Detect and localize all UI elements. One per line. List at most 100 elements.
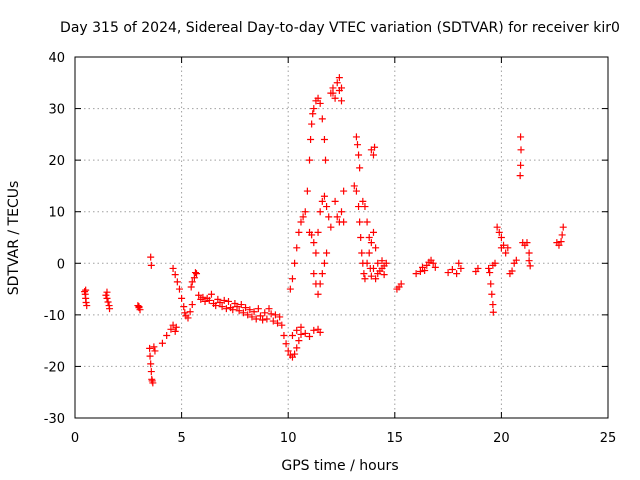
data-point: [318, 115, 326, 123]
data-point: [186, 308, 194, 316]
data-point: [367, 272, 375, 280]
data-point: [356, 164, 364, 172]
data-point: [180, 303, 188, 311]
data-point: [150, 343, 158, 351]
data-point: [301, 329, 309, 337]
data-point: [195, 291, 203, 299]
data-point: [487, 280, 495, 288]
data-point: [429, 259, 437, 267]
data-point: [312, 249, 320, 257]
data-point: [314, 228, 322, 236]
data-point: [284, 347, 292, 355]
data-point: [329, 89, 337, 97]
data-point: [306, 156, 314, 164]
data-point: [172, 323, 180, 331]
x-tick-label: 5: [177, 431, 185, 446]
data-point: [310, 239, 318, 247]
data-point: [297, 330, 305, 338]
data-point: [489, 308, 497, 316]
data-point: [340, 218, 348, 226]
data-point: [453, 270, 461, 278]
data-point: [502, 249, 510, 257]
chart-title: Day 315 of 2024, Sidereal Day-to-day VTE…: [60, 20, 620, 36]
data-point: [557, 238, 565, 246]
data-point: [508, 267, 516, 275]
data-point: [147, 261, 155, 269]
data-point: [367, 239, 375, 247]
data-point: [333, 213, 341, 221]
data-point: [171, 327, 179, 335]
data-point: [525, 249, 533, 257]
data-point: [474, 264, 482, 272]
data-point: [338, 208, 345, 216]
data-point: [199, 293, 207, 301]
data-point: [320, 259, 328, 267]
data-point: [322, 156, 330, 164]
data-point: [309, 110, 317, 118]
data-points-layer: [81, 74, 567, 387]
data-point: [102, 291, 110, 299]
data-point: [504, 244, 512, 252]
data-point: [340, 187, 348, 195]
data-point: [374, 259, 382, 267]
x-tick-label: 10: [280, 431, 297, 446]
x-tick-label: 0: [71, 431, 79, 446]
data-point: [323, 249, 331, 257]
data-point: [307, 136, 315, 144]
data-point: [416, 268, 424, 276]
y-tick-label: 30: [48, 103, 65, 118]
data-point: [274, 319, 282, 327]
data-point: [318, 270, 326, 278]
data-point: [314, 94, 322, 102]
data-point: [259, 316, 267, 324]
y-tick-label: 20: [48, 154, 65, 169]
data-point: [188, 301, 196, 309]
data-point: [525, 257, 533, 265]
data-point: [299, 213, 307, 221]
data-point: [363, 218, 371, 226]
data-point: [158, 339, 166, 347]
data-point: [148, 377, 156, 385]
data-point: [517, 161, 525, 169]
data-point: [421, 267, 429, 275]
data-point: [327, 223, 335, 231]
data-point: [291, 259, 299, 267]
data-point: [135, 303, 143, 311]
data-point: [181, 309, 189, 317]
data-point: [355, 151, 363, 159]
data-point: [171, 271, 179, 279]
data-point: [486, 269, 494, 277]
y-axis-title: SDTVAR / TECUs: [6, 181, 22, 296]
data-point: [350, 182, 358, 190]
data-point: [397, 280, 405, 288]
data-point: [316, 208, 324, 216]
data-point: [316, 328, 324, 336]
y-tick-label: -20: [44, 360, 65, 375]
data-point: [380, 262, 388, 270]
data-point: [365, 234, 373, 241]
data-point: [82, 286, 90, 294]
data-point: [147, 368, 155, 376]
data-point: [222, 305, 230, 313]
data-point: [363, 259, 371, 267]
data-point: [248, 313, 256, 321]
data-point: [282, 340, 290, 348]
data-point: [252, 315, 260, 323]
data-point: [489, 301, 497, 309]
data-point: [448, 265, 456, 273]
data-point: [303, 187, 311, 195]
data-point: [523, 239, 531, 247]
data-point: [297, 323, 305, 331]
data-point: [306, 333, 314, 341]
data-point: [216, 298, 224, 306]
data-point: [323, 203, 331, 211]
data-point: [263, 315, 271, 323]
data-point: [359, 197, 367, 205]
data-point: [352, 187, 360, 195]
data-point: [491, 259, 499, 267]
data-point: [256, 312, 264, 320]
tick-layer: 0 5 10 15 20 25 -30 -20 -10 0 10 20 30 40: [44, 51, 617, 446]
data-point: [184, 314, 192, 322]
data-point: [250, 308, 258, 316]
data-point: [190, 274, 198, 282]
